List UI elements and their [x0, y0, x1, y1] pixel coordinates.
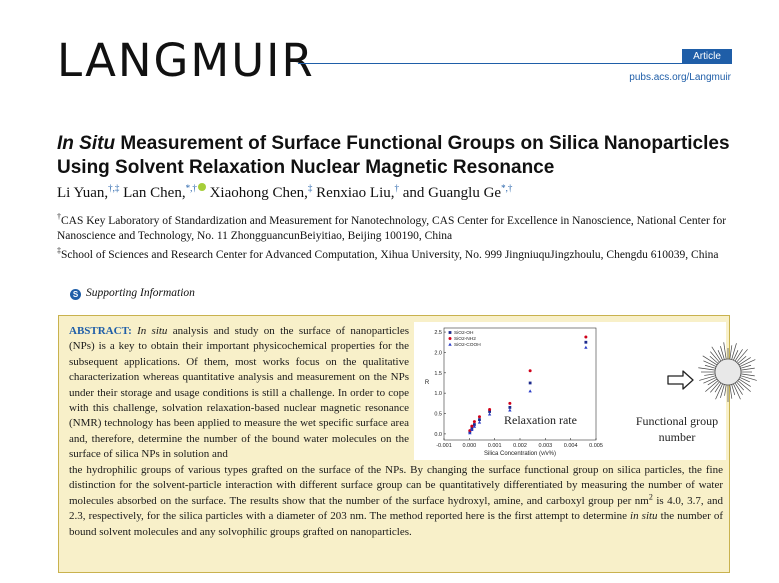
- data-point: [470, 428, 474, 432]
- data-point: [478, 418, 481, 422]
- author-mark: †,‡: [108, 183, 120, 193]
- data-point: [508, 408, 512, 412]
- abstract-top-text: ABSTRACT: In situ analysis and study on …: [69, 324, 409, 463]
- legend-marker: [448, 331, 452, 334]
- data-point: [508, 406, 512, 409]
- data-point: [472, 424, 477, 428]
- author-mark: *,†: [185, 183, 197, 193]
- article-type-badge: Article: [682, 49, 732, 64]
- author-name[interactable]: Renxiao Liu,: [316, 185, 395, 201]
- journal-logo: LANGMUIR: [57, 34, 315, 87]
- header-rule: [298, 63, 732, 64]
- relaxation-rate-label: Relaxation rate: [504, 413, 577, 427]
- abstract-bottom-text: the hydrophilic groups of various types …: [69, 463, 723, 540]
- affiliation-mark: †: [57, 212, 61, 222]
- data-point: [468, 429, 472, 433]
- abstract-italic: In situ: [137, 325, 168, 337]
- data-point: [584, 345, 588, 349]
- legend-marker: [448, 337, 452, 340]
- spiky-nanoparticle-icon: [698, 342, 757, 402]
- author-name[interactable]: Li Yuan,: [57, 185, 109, 201]
- y-tick-label: 1.0: [434, 391, 442, 397]
- x-tick-label: 0.002: [513, 443, 527, 449]
- supporting-info-icon: S: [70, 289, 81, 300]
- relaxation-scatter-chart: -0.001 0.000 0.001 0.002 0.003 0.004 0.005 0.0 0…: [425, 327, 603, 457]
- data-point: [528, 369, 532, 373]
- supporting-info-label: Supporting Information: [86, 287, 195, 299]
- x-tick-label: 0.005: [589, 443, 603, 449]
- author-mark: ‡: [307, 183, 313, 193]
- abstract-superscript: 2: [648, 492, 653, 502]
- y-tick-label: 0.5: [434, 412, 442, 418]
- data-point: [470, 424, 474, 428]
- data-point: [487, 412, 492, 416]
- supporting-info-link[interactable]: S Supporting Information: [70, 287, 195, 300]
- legend-label: SiO2-NH2: [454, 336, 476, 342]
- y-tick-label: 1.5: [434, 371, 442, 377]
- affiliation-text: CAS Key Laboratory of Standardization an…: [57, 215, 727, 242]
- x-tick-label: 0.003: [538, 443, 552, 449]
- abstract-text: analysis and study on the surface of nan…: [69, 325, 410, 461]
- data-point: [528, 381, 532, 385]
- legend-label: SiO2-COOH: [454, 342, 481, 348]
- x-tick-label: 0.001: [488, 443, 502, 449]
- title-italic: In Situ: [57, 133, 116, 154]
- legend-marker: [448, 342, 452, 346]
- data-point: [488, 410, 491, 413]
- affiliation: ‡School of Sciences and Research Center …: [57, 246, 737, 263]
- author-name[interactable]: Lan Chen,: [123, 185, 186, 201]
- affiliation: †CAS Key Laboratory of Standardization a…: [57, 212, 737, 244]
- data-point: [473, 423, 476, 426]
- legend-label: SiO2-OH: [454, 330, 474, 336]
- affiliation-text: School of Sciences and Research Center f…: [61, 249, 719, 261]
- x-tick-label: 0.000: [462, 443, 476, 449]
- journal-url-link[interactable]: pubs.acs.org/Langmuir: [629, 72, 731, 83]
- y-tick-label: 0.0: [434, 432, 442, 438]
- x-axis-label: Silica Concentration (v/v%): [484, 451, 556, 457]
- abstract-italic: in situ: [630, 510, 658, 523]
- orcid-icon[interactable]: [197, 183, 206, 191]
- y-axis-label: R: [425, 380, 430, 386]
- x-tick-label: 0.004: [564, 443, 578, 449]
- data-point: [584, 340, 588, 344]
- data-point: [477, 420, 482, 424]
- data-point: [584, 335, 588, 339]
- data-point: [528, 389, 532, 393]
- abstract-text: the hydrophilic groups of various types …: [69, 464, 723, 507]
- affiliation-mark: ‡: [57, 246, 61, 256]
- y-tick-label: 2.0: [434, 350, 442, 356]
- data-point: [468, 431, 472, 435]
- y-tick-label: 2.5: [434, 330, 442, 336]
- functional-group-label: Functional group number: [635, 414, 719, 444]
- article-title: In Situ Measurement of Surface Functiona…: [57, 132, 747, 180]
- author-name[interactable]: and Guanglu Ge: [402, 185, 502, 201]
- title-text: Measurement of Surface Functional Groups…: [57, 133, 730, 178]
- author-list: Li Yuan,†,‡ Lan Chen,*,† Xiaohong Chen,‡…: [57, 183, 512, 202]
- author-mark: †: [394, 183, 400, 193]
- author-mark: *,†: [501, 183, 513, 193]
- abstract-text: the number of bound solvent molecules an…: [69, 510, 724, 538]
- abstract-text: is 4.0, 3.7, and 2.3, respectively, for …: [69, 494, 723, 523]
- abstract-box: ABSTRACT: In situ analysis and study on …: [58, 315, 757, 573]
- data-point: [508, 401, 512, 405]
- right-arrow-icon: [667, 370, 694, 390]
- data-point: [488, 407, 492, 411]
- data-point: [477, 415, 481, 419]
- author-name[interactable]: Xiaohong Chen,: [209, 185, 308, 201]
- abstract-heading: ABSTRACT:: [69, 325, 132, 337]
- data-point: [472, 420, 476, 424]
- x-tick-label: -0.001: [436, 443, 452, 449]
- toc-graphic: -0.001 0.000 0.001 0.002 0.003 0.004 0.005 0.0 0…: [414, 322, 757, 460]
